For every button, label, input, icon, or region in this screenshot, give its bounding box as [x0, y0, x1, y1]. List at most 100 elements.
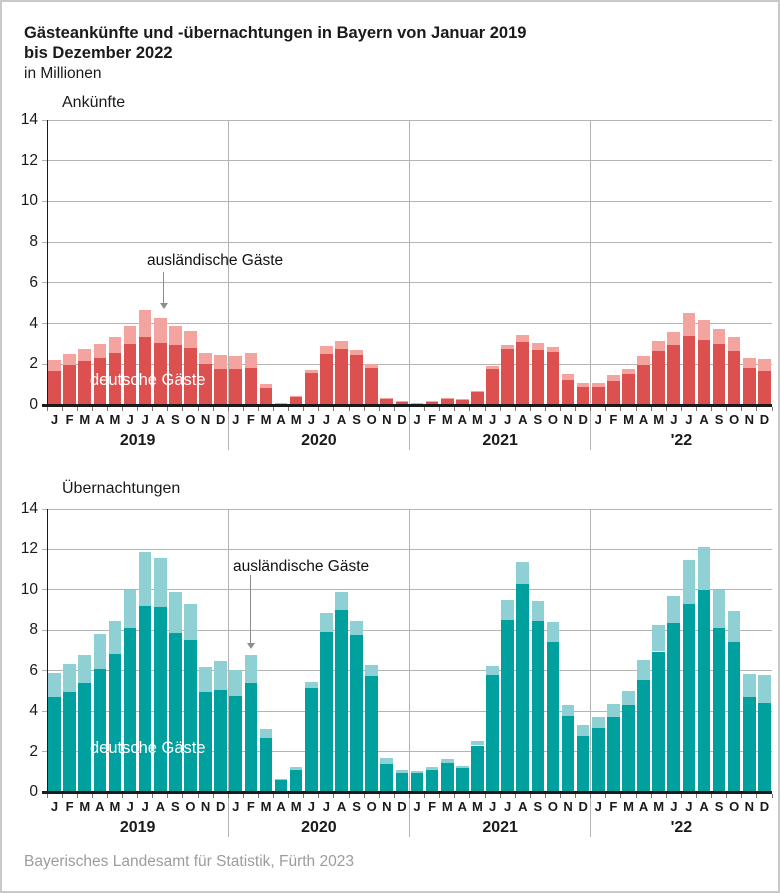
x-axis-tick: [46, 794, 48, 798]
x-axis-tick: [560, 794, 562, 798]
x-tick-label: J: [322, 412, 331, 427]
y-tick-label: 8: [29, 233, 38, 251]
bar-domestic-segment: [395, 401, 409, 405]
x-axis-tick: [590, 407, 592, 411]
x-tick-label: F: [428, 799, 437, 814]
x-tick-label: O: [185, 412, 196, 427]
bar-foreign-segment: [697, 319, 711, 340]
bar-domestic-segment: [486, 369, 499, 405]
x-axis-tick: [393, 794, 395, 798]
gridline: [42, 160, 772, 162]
bar-foreign-segment: [153, 318, 167, 343]
x-axis-tick: [711, 794, 713, 798]
x-tick-label: J: [685, 412, 693, 427]
bar-foreign-segment: [184, 330, 197, 348]
bar-domestic-segment: [380, 763, 394, 792]
bar-foreign-segment: [48, 360, 61, 372]
bar-foreign-segment: [78, 654, 91, 683]
gridline: [42, 200, 772, 202]
y-axis-line: [47, 120, 48, 405]
bar-foreign-segment: [244, 654, 258, 683]
x-tick-label: M: [623, 412, 634, 427]
x-tick-label: D: [215, 799, 226, 814]
x-axis-tick: [665, 794, 667, 798]
bar-foreign-segment: [546, 622, 560, 643]
x-axis-tick: [756, 794, 758, 798]
x-tick-label: A: [95, 412, 105, 427]
x-axis-tick: [152, 794, 154, 798]
x-axis-tick: [182, 407, 184, 411]
x-axis-tick: [167, 407, 169, 411]
y-tick-label: 12: [20, 151, 38, 169]
gridline: [42, 508, 772, 510]
bar-foreign-segment: [199, 666, 212, 692]
x-tick-label: J: [594, 799, 602, 814]
bar-foreign-segment: [682, 313, 696, 336]
x-tick-label: N: [744, 799, 755, 814]
gridline: [42, 323, 772, 325]
gridline: [42, 751, 772, 753]
x-tick-label: A: [336, 799, 347, 814]
x-tick-label: M: [260, 412, 272, 427]
x-axis-tick: [590, 794, 592, 798]
x-axis-tick: [771, 794, 773, 798]
x-axis-tick: [771, 407, 773, 411]
bar-domestic-segment: [214, 369, 227, 405]
x-axis-tick: [469, 407, 471, 411]
x-axis-tick: [91, 407, 93, 411]
bar-domestic-segment: [712, 343, 726, 405]
x-axis-tick: [122, 407, 124, 411]
bar-foreign-segment: [199, 353, 212, 365]
bar-domestic-segment: [289, 397, 303, 405]
bar-foreign-segment: [440, 398, 454, 399]
x-axis-tick: [439, 794, 441, 798]
bar-domestic-segment: [607, 717, 620, 792]
annotation-arrow-line: [163, 272, 164, 303]
x-axis-tick: [288, 794, 290, 798]
x-axis-tick: [439, 407, 441, 411]
x-axis-tick: [409, 407, 410, 411]
bar-foreign-segment: [259, 729, 273, 739]
x-tick-label: O: [366, 412, 377, 427]
bar-domestic-segment: [365, 675, 378, 792]
bar-foreign-segment: [229, 356, 243, 370]
x-tick-label: A: [699, 799, 709, 814]
bar-domestic-segment: [63, 691, 76, 792]
bar-domestic-segment: [637, 365, 650, 405]
bar-foreign-segment: [591, 717, 605, 729]
bar-domestic-segment: [501, 349, 514, 405]
x-tick-label: S: [171, 799, 180, 814]
bar-foreign-segment: [712, 589, 726, 629]
x-tick-label: N: [382, 412, 392, 427]
bar-foreign-segment: [63, 663, 76, 692]
bar-foreign-segment: [169, 591, 182, 634]
bar-foreign-segment: [576, 725, 590, 737]
year-separator: [409, 509, 410, 837]
bar-foreign-segment: [214, 355, 227, 370]
bar-domestic-segment: [637, 679, 650, 792]
bar-foreign-segment: [501, 599, 514, 621]
domestic-series-label: deutsche Gäste: [90, 739, 206, 757]
x-axis-tick: [363, 407, 365, 411]
year-label: '22: [670, 432, 693, 449]
x-tick-label: J: [488, 412, 497, 427]
bar-foreign-segment: [184, 604, 197, 641]
domestic-series-label: deutsche Gäste: [90, 371, 206, 389]
bar-domestic-segment: [682, 335, 696, 405]
bar-foreign-segment: [456, 765, 469, 768]
x-tick-label: J: [307, 412, 315, 427]
y-tick-label: 10: [20, 192, 38, 210]
bar-foreign-segment: [365, 364, 378, 369]
x-tick-label: M: [441, 412, 453, 427]
bar-foreign-segment: [622, 369, 635, 375]
bar-foreign-segment: [607, 375, 620, 381]
bar-foreign-segment: [244, 353, 258, 369]
bar-foreign-segment: [561, 374, 575, 380]
bar-domestic-segment: [350, 635, 363, 792]
x-tick-label: S: [533, 799, 543, 814]
x-axis-tick: [197, 407, 199, 411]
y-tick-label: 12: [20, 540, 38, 558]
bar-foreign-segment: [123, 589, 137, 629]
x-axis-tick: [695, 794, 697, 798]
